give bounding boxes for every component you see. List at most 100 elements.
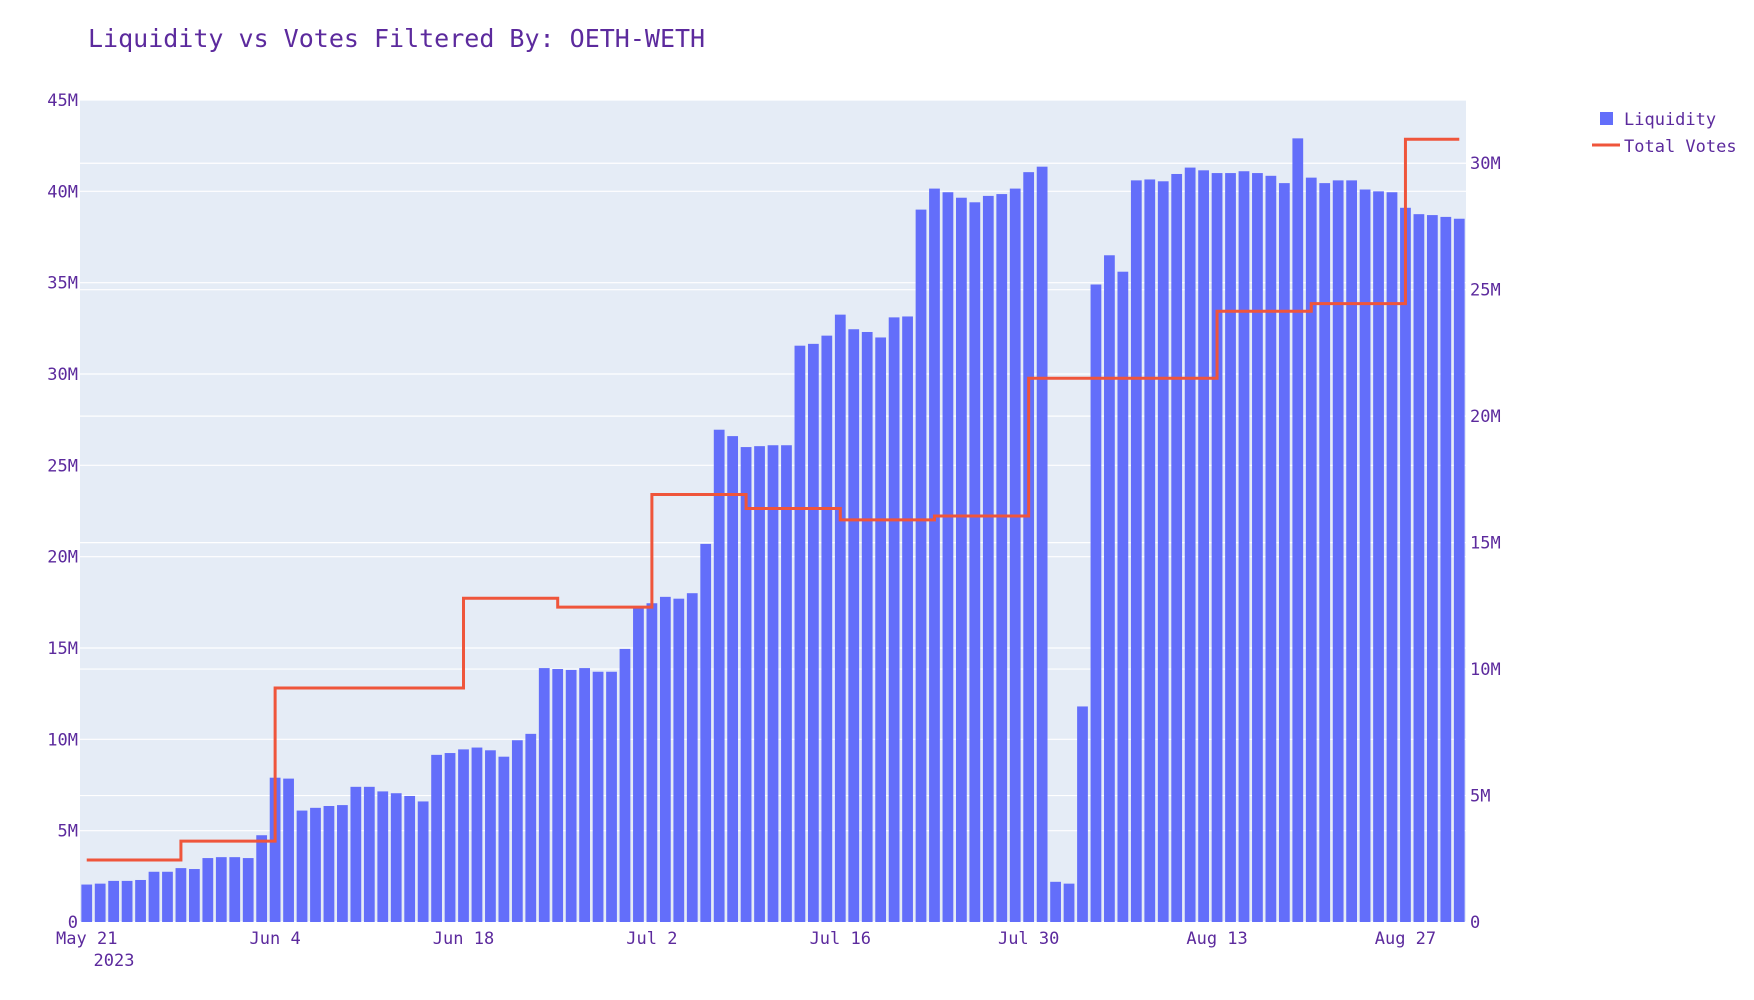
liquidity-bar[interactable] — [283, 778, 294, 922]
liquidity-bar[interactable] — [431, 754, 442, 922]
liquidity-bar[interactable] — [1373, 191, 1384, 923]
liquidity-bar[interactable] — [175, 868, 187, 922]
liquidity-bar[interactable] — [1184, 167, 1196, 922]
liquidity-bar[interactable] — [956, 197, 967, 922]
liquidity-bar[interactable] — [1130, 180, 1142, 922]
liquidity-bar[interactable] — [619, 648, 631, 922]
liquidity-bar[interactable] — [1319, 183, 1331, 922]
liquidity-bar[interactable] — [404, 795, 416, 922]
liquidity-bar[interactable] — [633, 607, 644, 922]
liquidity-bar[interactable] — [929, 188, 940, 923]
liquidity-bar[interactable] — [1090, 284, 1102, 922]
liquidity-bar[interactable] — [1144, 179, 1156, 922]
liquidity-bar[interactable] — [646, 603, 658, 922]
legend-liquidity-swatch[interactable] — [1600, 112, 1613, 125]
liquidity-bar[interactable] — [1440, 216, 1452, 922]
liquidity-bar[interactable] — [323, 806, 335, 922]
legend-liquidity-label[interactable]: Liquidity — [1624, 110, 1716, 130]
liquidity-bar[interactable] — [996, 194, 1008, 922]
liquidity-bar[interactable] — [1332, 180, 1344, 922]
liquidity-bar[interactable] — [942, 192, 954, 922]
liquidity-bar[interactable] — [834, 314, 846, 923]
liquidity-bar[interactable] — [1238, 171, 1250, 923]
liquidity-bar[interactable] — [1050, 881, 1061, 922]
liquidity-bar[interactable] — [781, 445, 792, 922]
liquidity-bar[interactable] — [1036, 166, 1048, 922]
liquidity-bar[interactable] — [81, 884, 93, 922]
liquidity-bar[interactable] — [108, 880, 120, 922]
liquidity-bar[interactable] — [969, 202, 981, 922]
liquidity-bar[interactable] — [767, 445, 779, 922]
liquidity-bar[interactable] — [1346, 180, 1358, 922]
liquidity-bar[interactable] — [1104, 255, 1115, 922]
liquidity-bar[interactable] — [135, 879, 146, 922]
liquidity-bar[interactable] — [982, 195, 994, 922]
liquidity-bar[interactable] — [700, 543, 712, 922]
liquidity-bar[interactable] — [511, 740, 523, 922]
liquidity-bar[interactable] — [1386, 192, 1398, 922]
liquidity-bar[interactable] — [296, 810, 308, 922]
liquidity-bar[interactable] — [525, 733, 537, 922]
liquidity-bar[interactable] — [1453, 218, 1465, 922]
liquidity-bar[interactable] — [162, 871, 173, 922]
liquidity-bar[interactable] — [592, 671, 604, 922]
liquidity-bar[interactable] — [242, 858, 254, 922]
liquidity-bar[interactable] — [1400, 207, 1411, 923]
liquidity-bar[interactable] — [202, 858, 214, 922]
liquidity-bar[interactable] — [148, 871, 160, 922]
liquidity-bar[interactable] — [229, 857, 241, 922]
liquidity-bar[interactable] — [659, 596, 671, 922]
liquidity-bar[interactable] — [377, 791, 389, 922]
liquidity-bar[interactable] — [471, 747, 483, 922]
liquidity-bar[interactable] — [363, 786, 375, 922]
liquidity-bar[interactable] — [888, 317, 900, 923]
liquidity-bar[interactable] — [848, 329, 860, 922]
liquidity-bar[interactable] — [1009, 188, 1021, 923]
liquidity-bar[interactable] — [861, 331, 873, 922]
liquidity-bar[interactable] — [740, 447, 752, 922]
liquidity-bar[interactable] — [485, 750, 496, 922]
liquidity-bar[interactable] — [1413, 214, 1425, 922]
liquidity-bar[interactable] — [94, 883, 106, 922]
liquidity-bar[interactable] — [1426, 215, 1438, 922]
liquidity-bar[interactable] — [727, 436, 739, 922]
liquidity-bar[interactable] — [1225, 173, 1236, 923]
liquidity-bar[interactable] — [1252, 173, 1263, 923]
liquidity-bar[interactable] — [794, 345, 806, 923]
liquidity-bar[interactable] — [1211, 173, 1223, 923]
liquidity-bar[interactable] — [875, 337, 887, 922]
liquidity-bar[interactable] — [673, 598, 685, 922]
liquidity-bar[interactable] — [188, 869, 200, 922]
liquidity-bar[interactable] — [498, 756, 510, 922]
liquidity-bar[interactable] — [1265, 175, 1277, 923]
liquidity-bar[interactable] — [538, 668, 550, 922]
liquidity-bar[interactable] — [1198, 170, 1209, 922]
liquidity-bar[interactable] — [565, 669, 577, 922]
liquidity-bar[interactable] — [121, 880, 133, 922]
liquidity-bar[interactable] — [807, 343, 819, 922]
liquidity-bar[interactable] — [390, 793, 402, 922]
liquidity-bar[interactable] — [606, 671, 617, 922]
liquidity-bar[interactable] — [1117, 271, 1129, 922]
liquidity-bar[interactable] — [1359, 189, 1371, 923]
liquidity-bar[interactable] — [1305, 177, 1317, 923]
liquidity-bar[interactable] — [337, 805, 348, 922]
liquidity-bar[interactable] — [1063, 883, 1075, 922]
liquidity-bar[interactable] — [686, 593, 698, 922]
legend-votes-label[interactable]: Total Votes — [1624, 137, 1737, 157]
liquidity-bar[interactable] — [1292, 138, 1304, 923]
liquidity-bar[interactable] — [552, 669, 564, 922]
liquidity-bar[interactable] — [1077, 706, 1088, 922]
liquidity-bar[interactable] — [1023, 172, 1035, 923]
liquidity-bar[interactable] — [350, 786, 362, 922]
liquidity-bar[interactable] — [444, 753, 456, 922]
liquidity-bar[interactable] — [1278, 183, 1290, 922]
liquidity-bar[interactable] — [754, 446, 765, 922]
liquidity-bar[interactable] — [902, 316, 913, 923]
liquidity-bar[interactable] — [215, 857, 227, 922]
liquidity-bar[interactable] — [915, 209, 927, 923]
liquidity-bar[interactable] — [821, 335, 833, 922]
liquidity-bar[interactable] — [579, 668, 590, 922]
liquidity-bar[interactable] — [417, 801, 429, 922]
liquidity-bar[interactable] — [1157, 181, 1169, 922]
